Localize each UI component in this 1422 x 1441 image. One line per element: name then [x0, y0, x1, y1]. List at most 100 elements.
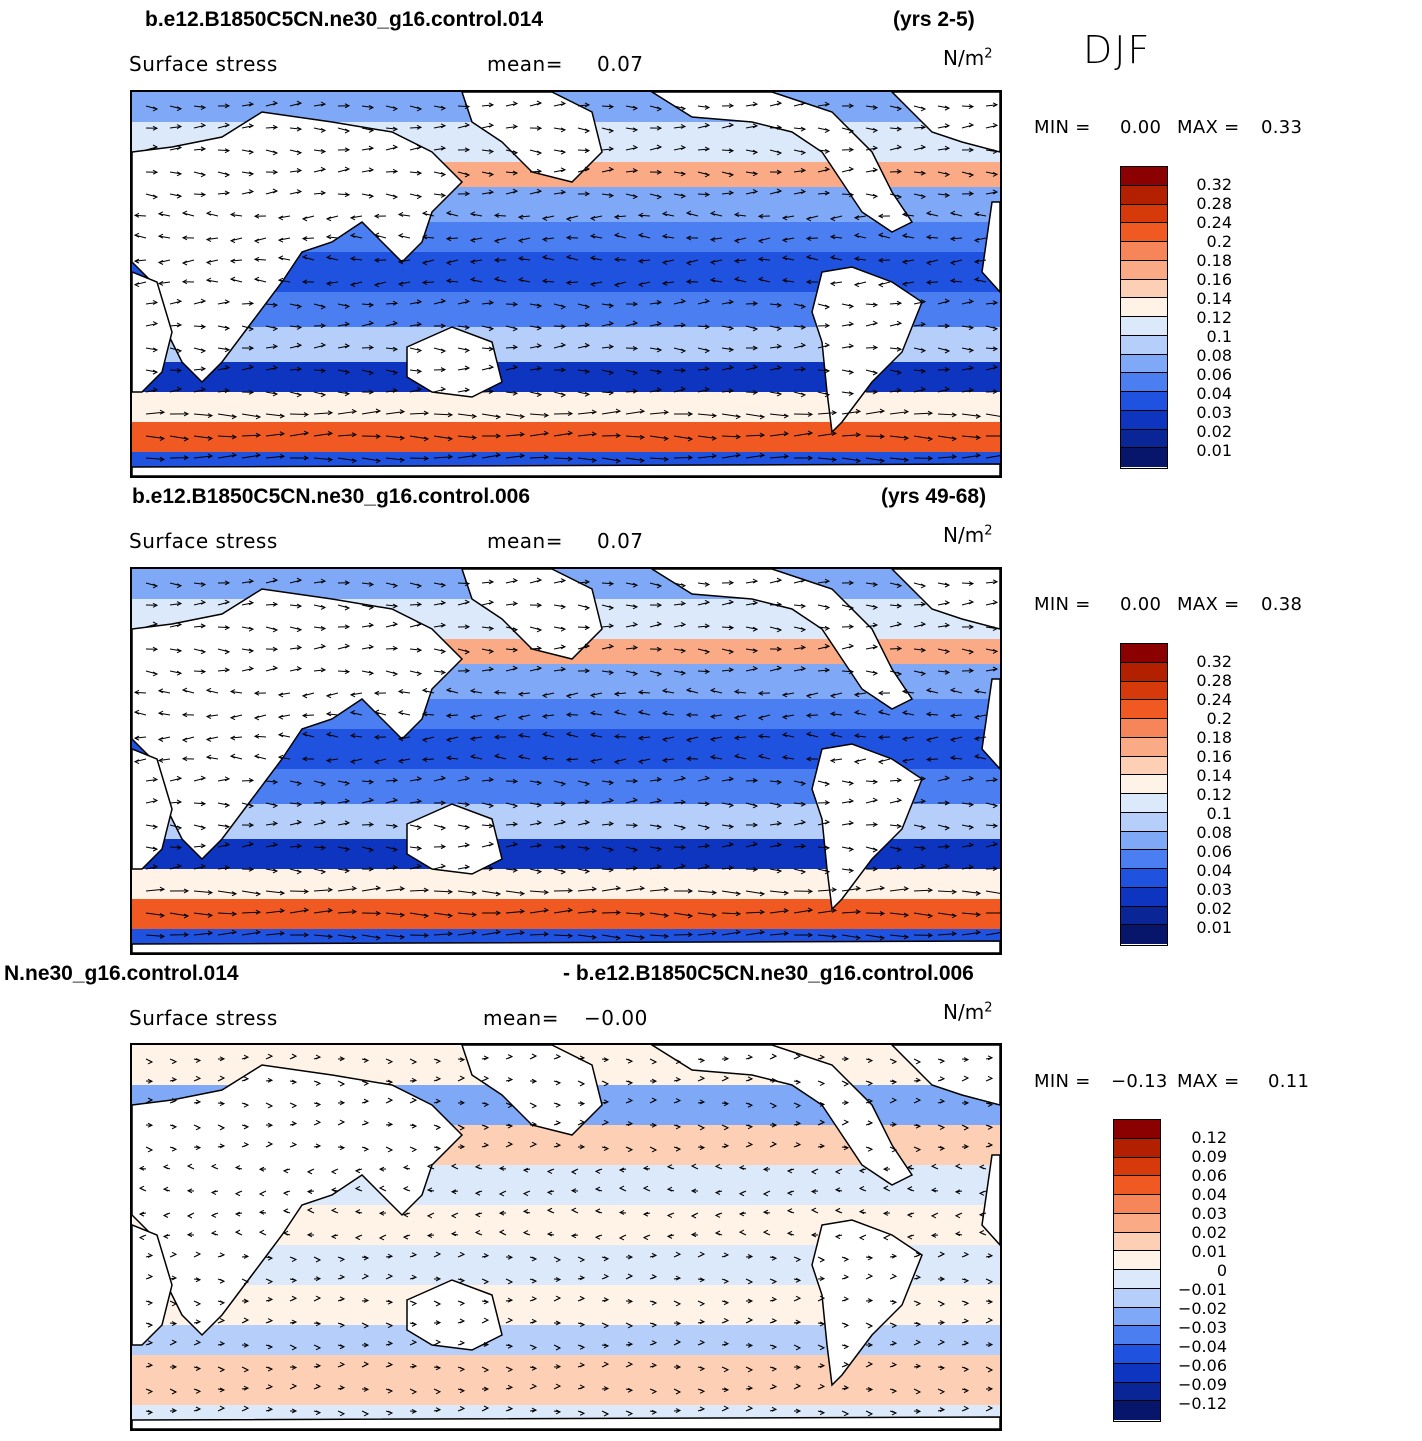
colorbar-swatch	[1114, 1120, 1160, 1139]
colorbar-swatch	[1121, 831, 1167, 851]
colorbar-swatch	[1121, 775, 1167, 794]
panel-3-max-label: MAX =	[1177, 1071, 1240, 1092]
panel-1-max-label: MAX =	[1177, 117, 1240, 138]
colorbar-swatch	[1114, 1251, 1160, 1270]
colorbar-label: 0.1	[1206, 327, 1232, 346]
colorbar-swatch	[1121, 644, 1167, 663]
colorbar-swatch	[1114, 1382, 1160, 1402]
panel-3-min-value: −0.13	[1111, 1071, 1168, 1092]
colorbar-label: 0.16	[1196, 747, 1232, 766]
panel-1-variable: Surface stress	[129, 52, 278, 76]
colorbar-swatch	[1114, 1270, 1160, 1289]
colorbar-label: −0.01	[1177, 1280, 1227, 1299]
colorbar-swatch	[1114, 1138, 1160, 1158]
panel-1-years: (yrs 2-5)	[893, 8, 975, 31]
colorbar-swatch	[1114, 1288, 1160, 1308]
colorbar-swatch	[1121, 429, 1167, 449]
panel-3-units: N/m2	[943, 1000, 993, 1024]
colorbar-swatch	[1121, 662, 1167, 682]
panel-3-mean-value: −0.00	[584, 1006, 648, 1030]
panel-1-case-name: b.e12.B1850C5CN.ne30_g16.control.014	[145, 8, 544, 31]
colorbar-label: −0.03	[1177, 1318, 1227, 1337]
panel-1-max-value: 0.33	[1261, 117, 1303, 138]
panel-2-min-label: MIN =	[1034, 594, 1091, 615]
colorbar-swatch	[1121, 448, 1167, 467]
colorbar-swatch	[1121, 204, 1167, 224]
colorbar-label: −0.12	[1177, 1394, 1227, 1413]
colorbar-label: 0.12	[1196, 308, 1232, 327]
colorbar-label: 0.04	[1196, 384, 1232, 403]
colorbar-swatch	[1114, 1232, 1160, 1252]
panel-3-min-label: MIN =	[1034, 1071, 1091, 1092]
wind-stress-vectors	[138, 1053, 994, 1417]
colorbar-label: 0.01	[1191, 1242, 1227, 1261]
panel-1-map	[130, 90, 1002, 478]
colorbar-swatch	[1114, 1157, 1160, 1177]
colorbar-label: 0.09	[1191, 1147, 1227, 1166]
colorbar-label: 0	[1216, 1261, 1227, 1280]
colorbar-label: 0.06	[1196, 365, 1232, 384]
colorbar-label: 0.32	[1196, 652, 1232, 671]
colorbar-swatch	[1114, 1345, 1160, 1364]
colorbar-label: 0.06	[1196, 842, 1232, 861]
colorbar-label: 0.08	[1196, 823, 1232, 842]
colorbar-label: 0.14	[1196, 289, 1232, 308]
colorbar-swatch	[1114, 1195, 1160, 1214]
panel-2-case-name: b.e12.B1850C5CN.ne30_g16.control.006	[132, 485, 531, 508]
colorbar-swatch	[1121, 317, 1167, 336]
colorbar-label: 0.08	[1196, 346, 1232, 365]
wind-stress-vectors	[133, 577, 1000, 941]
panel-1-min-label: MIN =	[1034, 117, 1091, 138]
colorbar-label: 0.02	[1191, 1223, 1227, 1242]
colorbar-swatch	[1121, 185, 1167, 205]
colorbar-label: 0.02	[1196, 422, 1232, 441]
colorbar-label: 0.03	[1196, 403, 1232, 422]
colorbar-label: 0.01	[1196, 441, 1232, 460]
colorbar-swatch	[1121, 812, 1167, 832]
colorbar-label: 0.03	[1196, 880, 1232, 899]
colorbar-label: 0.2	[1206, 232, 1232, 251]
colorbar-label: 0.2	[1206, 709, 1232, 728]
colorbar-swatch	[1121, 410, 1167, 430]
panel-3-mean-label: mean=	[483, 1006, 559, 1030]
colorbar-swatch	[1114, 1363, 1160, 1383]
panel-2-max-value: 0.38	[1261, 594, 1303, 615]
panel-1-mean-label: mean=	[487, 52, 563, 76]
colorbar-swatch	[1121, 242, 1167, 261]
colorbar-swatch	[1114, 1401, 1160, 1420]
colorbar-label: 0.12	[1191, 1128, 1227, 1147]
season-label: DJF	[1083, 28, 1152, 72]
colorbar-label: 0.32	[1196, 175, 1232, 194]
colorbar-label: −0.09	[1177, 1375, 1227, 1394]
colorbar-label: 0.01	[1196, 918, 1232, 937]
panel-2-mean-label: mean=	[487, 529, 563, 553]
colorbar-swatch	[1114, 1213, 1160, 1233]
continents	[132, 569, 1000, 953]
colorbar-label: 0.14	[1196, 766, 1232, 785]
colorbar-swatch	[1121, 887, 1167, 907]
colorbar-label: 0.06	[1191, 1166, 1227, 1185]
colorbar-label: 0.04	[1196, 861, 1232, 880]
panel-2-max-label: MAX =	[1177, 594, 1240, 615]
colorbar-label: −0.02	[1177, 1299, 1227, 1318]
colorbar-swatch	[1121, 335, 1167, 355]
colorbar-swatch	[1121, 279, 1167, 299]
colorbar-label: −0.06	[1177, 1356, 1227, 1375]
colorbar-label: 0.03	[1191, 1204, 1227, 1223]
colorbar-label: 0.16	[1196, 270, 1232, 289]
colorbar-swatch	[1121, 700, 1167, 719]
colorbar-swatch	[1121, 681, 1167, 701]
panel-1-min-value: 0.00	[1120, 117, 1162, 138]
colorbar-swatch	[1121, 719, 1167, 738]
colorbar-label: 0.28	[1196, 194, 1232, 213]
colorbar-swatch	[1121, 737, 1167, 757]
colorbar-swatch	[1121, 392, 1167, 411]
panel-2-years: (yrs 49-68)	[881, 485, 987, 508]
panel-2-units: N/m2	[943, 523, 993, 547]
colorbar-swatch	[1121, 373, 1167, 392]
colorbar-swatch	[1121, 906, 1167, 926]
colorbar-label: 0.04	[1191, 1185, 1227, 1204]
colorbar-swatch	[1121, 298, 1167, 317]
panel-3-case-name: N.ne30_g16.control.014	[4, 962, 239, 985]
colorbar-swatch	[1114, 1326, 1160, 1345]
